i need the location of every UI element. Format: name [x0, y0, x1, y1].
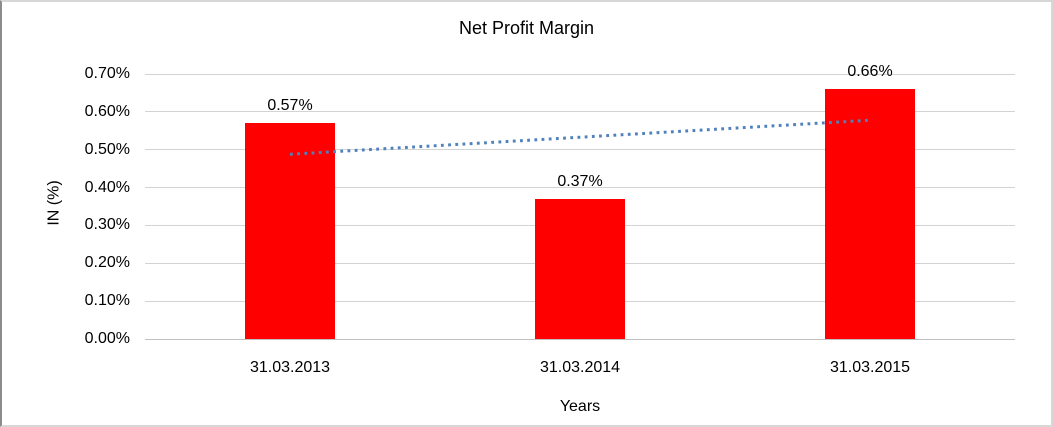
x-axis-tick-label: 31.03.2015: [829, 359, 911, 376]
y-axis-tick-label: 0.20%: [84, 254, 130, 272]
y-axis-tick-label: 0.60%: [84, 102, 130, 120]
trendline: [289, 118, 871, 156]
bar-31.03.2015: [825, 89, 915, 339]
gridline: [145, 73, 1015, 75]
y-axis-tick-label: 0.50%: [84, 140, 130, 158]
bar-31.03.2013: [245, 123, 335, 339]
chart-title: Net Profit Margin: [458, 18, 595, 38]
bar-value-label: 0.66%: [847, 63, 893, 81]
y-axis-tick-label: 0.30%: [84, 216, 130, 234]
gridline: [145, 187, 1015, 189]
gridline: [145, 338, 1015, 340]
bar-value-label: 0.37%: [557, 172, 603, 190]
bar-value-label: 0.57%: [267, 97, 313, 115]
x-axis-title: Years: [559, 398, 601, 415]
y-axis-tick-label: 0.70%: [84, 65, 130, 82]
x-axis-tick-label: 31.03.2013: [249, 359, 331, 376]
y-axis-title: IN (%): [45, 180, 63, 226]
gridline: [145, 149, 1015, 151]
y-axis-tick-label: 0.00%: [84, 330, 130, 347]
x-axis-tick-label: 31.03.2014: [539, 359, 621, 376]
bar-31.03.2014: [535, 198, 625, 339]
y-axis-tick-label: 0.10%: [84, 292, 130, 310]
y-axis-tick-label: 0.40%: [84, 178, 130, 196]
gridline: [145, 111, 1015, 113]
